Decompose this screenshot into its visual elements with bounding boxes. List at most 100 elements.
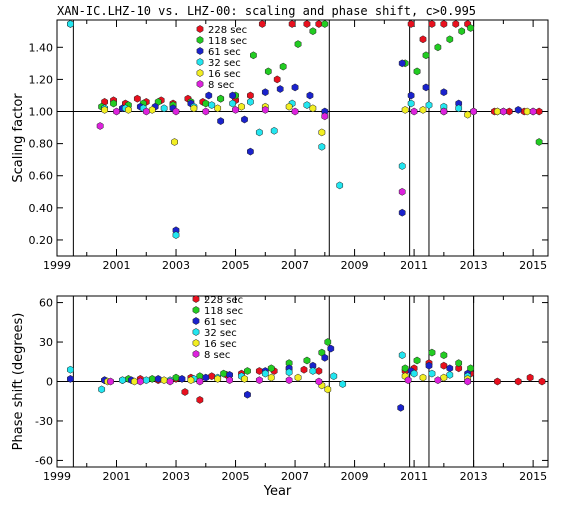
data-point <box>538 377 546 386</box>
data-point <box>407 99 415 108</box>
data-point <box>291 83 299 92</box>
data-point <box>226 376 233 385</box>
data-point <box>267 373 275 382</box>
data-point <box>324 385 332 394</box>
data-point <box>458 27 466 36</box>
data-point <box>529 107 537 116</box>
legend-label: 8 sec <box>204 350 230 361</box>
data-point <box>229 99 236 108</box>
data-point <box>247 147 254 156</box>
legend-marker <box>196 80 204 88</box>
legend-marker <box>192 350 200 358</box>
data-point <box>309 27 317 36</box>
data-point <box>407 20 415 28</box>
y-tick-label: 0.20 <box>29 234 54 247</box>
legend-label: 32 sec <box>208 58 241 69</box>
data-point <box>291 107 299 116</box>
data-point <box>136 377 144 386</box>
data-point <box>398 208 406 217</box>
data-point <box>279 62 287 71</box>
data-point <box>440 373 448 382</box>
data-point <box>303 101 311 109</box>
data-point <box>172 373 180 382</box>
data-point <box>419 373 427 382</box>
y-tick-label: 0.40 <box>29 202 54 215</box>
y-tick-label: 1.00 <box>29 106 54 119</box>
legend-label: 118 sec <box>204 306 243 317</box>
data-point <box>300 365 308 374</box>
data-point <box>514 377 522 386</box>
x-tick-label: 2003 <box>162 259 190 272</box>
data-point <box>422 83 430 92</box>
data-point <box>67 375 74 383</box>
data-point <box>318 142 326 151</box>
data-point <box>208 101 216 109</box>
data-point <box>202 373 210 382</box>
data-point <box>148 375 156 383</box>
data-point <box>241 375 248 383</box>
data-point <box>419 106 427 114</box>
data-point <box>119 376 126 385</box>
data-point <box>107 377 114 386</box>
y-tick-label: 0 <box>46 376 53 389</box>
data-point <box>101 106 108 114</box>
data-point <box>494 107 501 116</box>
legend-label: 8 sec <box>208 80 234 91</box>
y-tick-label: 0.60 <box>29 170 54 183</box>
data-point <box>499 107 507 116</box>
data-point <box>425 101 433 109</box>
data-point <box>306 91 314 100</box>
data-point <box>535 107 543 116</box>
data-point <box>303 20 311 28</box>
data-point <box>428 20 436 28</box>
x-tick-label: 2005 <box>222 259 250 272</box>
data-point <box>410 107 418 116</box>
data-point <box>440 361 448 370</box>
data-point <box>413 67 421 76</box>
data-point <box>247 98 254 106</box>
legend-label: 118 sec <box>208 36 247 47</box>
data-point <box>535 138 543 146</box>
data-point <box>258 20 266 28</box>
data-point <box>428 369 436 378</box>
data-point <box>241 115 248 124</box>
x-tick-label: 2001 <box>103 259 131 272</box>
data-point <box>110 99 117 108</box>
x-tick-label: 2011 <box>400 259 428 272</box>
scaling-factor-panel: 0.20 0.40 0.60 0.80 1.00 1.20 1.40 1999 2001 2003… <box>11 19 549 272</box>
data-point <box>125 106 132 114</box>
data-point <box>434 43 442 52</box>
legend-label: 16 sec <box>208 69 241 80</box>
legend-marker <box>196 36 204 44</box>
data-point <box>425 361 433 370</box>
data-point <box>455 104 463 113</box>
data-point <box>131 377 138 386</box>
data-point <box>321 353 329 362</box>
x-tick-label: 1999 <box>43 259 71 272</box>
data-point <box>261 88 269 97</box>
data-point <box>514 106 522 114</box>
data-point <box>255 367 263 375</box>
data-point <box>181 388 189 396</box>
legend-marker <box>196 47 204 55</box>
data-point <box>255 128 263 137</box>
data-point <box>98 385 106 394</box>
y-axis-label: Scaling factor <box>11 93 26 183</box>
data-point <box>324 338 332 346</box>
data-point <box>318 128 326 137</box>
data-point <box>339 380 347 388</box>
data-point <box>270 126 278 135</box>
data-point <box>190 104 198 113</box>
chart-title: XAN-IC.LHZ-10 vs. LHZ-00: scaling and ph… <box>57 4 476 18</box>
y-tick-label: -60 <box>35 454 53 467</box>
legend-label: 16 sec <box>204 339 237 350</box>
data-point <box>187 376 195 385</box>
data-point <box>208 372 216 381</box>
data-point <box>446 364 454 373</box>
data-point <box>202 107 210 116</box>
data-point <box>336 181 344 190</box>
data-point <box>321 20 329 28</box>
data-point <box>294 40 302 48</box>
data-point <box>217 94 225 103</box>
y-tick-label: 0.80 <box>29 138 54 151</box>
